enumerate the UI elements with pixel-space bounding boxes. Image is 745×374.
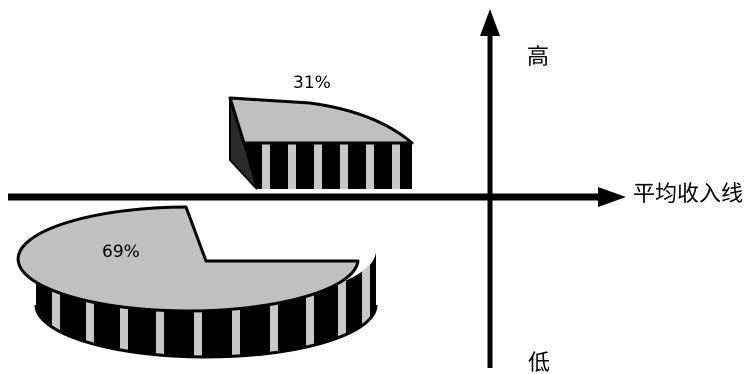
- label-69-percent: 69%: [102, 242, 140, 262]
- axis-label-right: 平均收入线: [633, 182, 743, 207]
- slice-31-side-stripe: [340, 143, 348, 189]
- slice-69-percent: 69%: [16, 205, 378, 359]
- vertical-axis-arrow: [480, 9, 500, 36]
- slice-31-side-stripe: [262, 143, 270, 189]
- axis-label-bottom: 低: [528, 351, 550, 374]
- label-31-percent: 31%: [293, 73, 331, 93]
- slice-69-side-stripe: [306, 251, 314, 357]
- axes: [8, 9, 626, 368]
- slice-69-side-stripe: [52, 251, 60, 357]
- slice-69-side-stripe: [86, 251, 94, 357]
- slice-31-side-stripe: [288, 143, 296, 189]
- slice-31-top: [228, 96, 414, 145]
- slice-31-side-stripe: [392, 143, 400, 189]
- slice-31-side-stripe: [366, 143, 374, 189]
- slice-31-percent: 31%: [228, 73, 414, 190]
- slice-69-top: [16, 205, 360, 313]
- slice-69-side-stripe: [338, 251, 346, 357]
- slice-31-side-stripe: [314, 143, 322, 189]
- slice-31-side: [244, 143, 412, 189]
- axis-label-top: 高: [527, 45, 549, 70]
- horizontal-axis-arrow: [598, 187, 626, 207]
- slice-69-side-stripe: [362, 251, 370, 357]
